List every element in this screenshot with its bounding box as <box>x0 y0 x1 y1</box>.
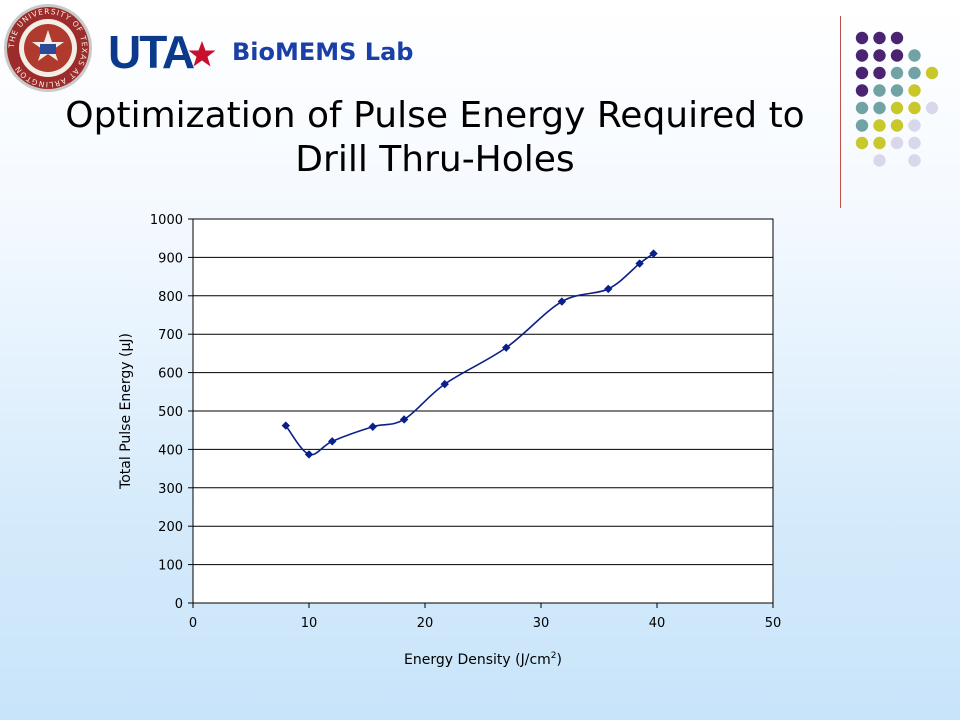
decorative-dot <box>855 66 869 80</box>
data-point <box>328 437 337 446</box>
x-tick-label: 50 <box>765 616 782 631</box>
data-point <box>635 259 644 268</box>
decorative-dot <box>873 136 886 150</box>
decorative-dot <box>890 84 904 97</box>
decorative-dot <box>855 119 869 132</box>
header-logos: THE UNIVERSITY OF TEXAS AT ARLINGTON UTA… <box>0 0 470 125</box>
x-tick-label: 40 <box>649 616 666 631</box>
decorative-dot <box>908 101 921 115</box>
x-tick-label: 30 <box>533 616 550 631</box>
y-tick-label: 1000 <box>150 213 183 228</box>
y-tick-label: 200 <box>158 520 183 535</box>
decorative-dot <box>908 154 921 167</box>
slide-title-line-1: Optimization of Pulse Energy Required to <box>65 95 805 136</box>
decorative-dot <box>890 49 904 62</box>
decorative-dot <box>855 136 869 150</box>
decorative-divider <box>840 16 841 208</box>
y-tick-label: 500 <box>158 405 183 420</box>
decorative-dot <box>925 101 939 115</box>
data-point <box>281 421 290 430</box>
pulse-energy-chart: 0 100 200 300 400 500 600 700 800 900 1000 0 10 20 30… <box>118 213 781 668</box>
decorative-dot <box>873 66 886 80</box>
y-axis-label: Total Pulse Energy (µJ) <box>118 333 134 490</box>
decorative-dot <box>890 31 904 45</box>
decorative-dot <box>908 66 921 80</box>
decorative-dot <box>855 49 869 62</box>
decorative-dot <box>855 84 869 97</box>
decorative-dot <box>873 49 886 62</box>
star-icon <box>188 41 216 67</box>
y-axis-ticks: 0 100 200 300 400 500 600 700 800 900 1000 <box>150 213 193 612</box>
decorative-dot <box>873 154 886 167</box>
y-tick-label: 300 <box>158 482 183 497</box>
decorative-dot <box>925 66 939 80</box>
x-axis-label: Energy Density (J/cm2) <box>404 651 562 668</box>
data-point <box>502 343 511 352</box>
y-tick-label: 400 <box>158 443 183 458</box>
y-tick-label: 800 <box>158 290 183 305</box>
data-point <box>440 379 449 389</box>
decorative-dot <box>908 136 921 150</box>
x-tick-label: 20 <box>417 616 434 631</box>
decorative-dot <box>855 101 869 115</box>
y-tick-label: 0 <box>175 597 183 612</box>
university-logo: UTA <box>108 26 195 78</box>
x-axis-ticks: 0 10 20 30 40 50 <box>189 603 781 631</box>
y-tick-label: 900 <box>158 251 183 266</box>
x-tick-label: 0 <box>189 616 197 631</box>
decorative-dot <box>890 136 904 150</box>
decorative-dot <box>855 31 869 45</box>
decorative-dot <box>908 119 921 132</box>
decorative-dot <box>873 119 886 132</box>
decorative-dot <box>873 84 886 97</box>
decorative-dot <box>908 84 921 97</box>
decorative-dot <box>890 101 904 115</box>
data-point <box>368 422 377 431</box>
data-point <box>399 415 409 424</box>
decorative-dot <box>873 101 886 115</box>
decorative-dot <box>890 66 904 80</box>
lab-name: BioMEMS Lab <box>232 38 414 66</box>
university-seal: THE UNIVERSITY OF TEXAS AT ARLINGTON <box>4 4 92 92</box>
slide-title: Optimization of Pulse Energy Required to… <box>20 94 850 182</box>
slide-title-line-2: Drill Thru-Holes <box>295 139 575 180</box>
y-tick-label: 600 <box>158 367 183 382</box>
decorative-dot <box>890 119 904 132</box>
data-point <box>649 249 658 258</box>
decorative-dot <box>873 31 886 45</box>
decorative-dot-grid <box>855 31 939 167</box>
data-point <box>557 297 567 306</box>
gridlines <box>193 256 773 566</box>
y-tick-label: 100 <box>158 559 183 574</box>
y-tick-label: 700 <box>158 328 183 343</box>
decorative-dot <box>908 49 921 62</box>
x-tick-label: 10 <box>301 616 318 631</box>
